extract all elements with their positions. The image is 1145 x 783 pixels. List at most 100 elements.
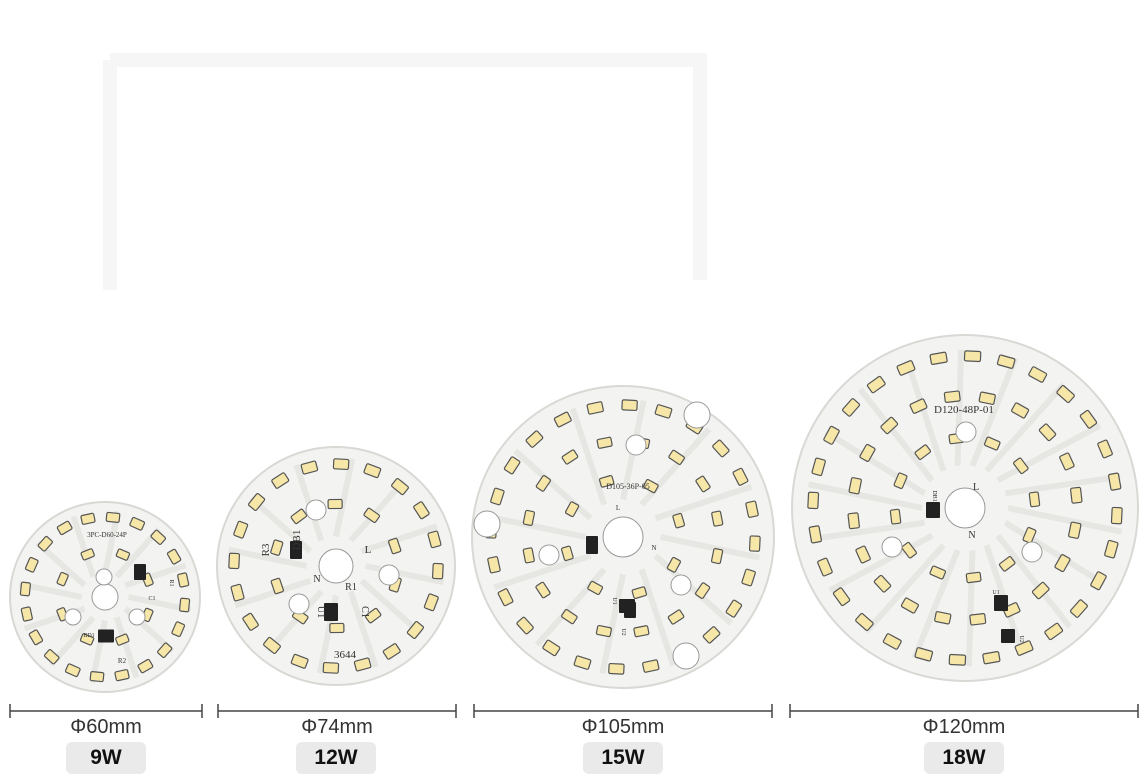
led-chip	[866, 375, 886, 394]
led-chip	[695, 475, 711, 493]
led-chip	[516, 616, 534, 635]
led-chip	[633, 625, 650, 638]
led-chip	[64, 663, 81, 678]
mounting-hole	[944, 487, 986, 529]
led-chip	[233, 520, 249, 539]
led-chip	[171, 621, 186, 638]
led-chip	[1013, 457, 1029, 475]
led-chip	[79, 633, 95, 646]
wattage-badge-18w: 18W	[924, 742, 1004, 774]
mounting-hole	[672, 642, 700, 670]
copper-trace	[113, 616, 140, 679]
wattage-badge-15w: 15W	[583, 742, 663, 774]
silkscreen-label: 3644	[334, 649, 357, 661]
led-chip	[242, 612, 259, 631]
background-shapes	[103, 53, 707, 290]
led-chip	[817, 557, 833, 577]
led-chip	[586, 401, 604, 415]
led-chip	[290, 508, 308, 525]
silkscreen-label: N	[968, 530, 975, 541]
silkscreen-label: C1	[148, 596, 155, 602]
led-chip	[423, 593, 439, 612]
mounting-hole	[95, 568, 113, 586]
led-chip	[965, 571, 982, 584]
led-chip	[270, 577, 285, 595]
dimension-line-105	[473, 704, 773, 718]
led-chip	[503, 456, 521, 475]
led-chip	[855, 545, 871, 564]
led-chip	[996, 354, 1016, 369]
mounting-hole	[305, 499, 327, 521]
led-chip	[1070, 486, 1083, 504]
diameter-label-105: Φ105mm	[581, 716, 665, 738]
led-chip	[535, 475, 552, 492]
copper-trace	[984, 382, 1066, 473]
mounting-hole	[288, 593, 310, 615]
led-chip	[497, 588, 514, 607]
led-chip	[115, 633, 130, 646]
led-chip	[978, 391, 996, 405]
dimension-line-60	[9, 704, 203, 718]
led-chip	[1028, 491, 1041, 508]
diameter-label-120: Φ120mm	[922, 716, 1006, 738]
led-chip	[1090, 571, 1107, 591]
copper-trace	[904, 359, 947, 472]
ic-chip	[290, 541, 302, 559]
led-chip	[43, 649, 60, 665]
ic-chip	[994, 595, 1008, 611]
led-chip	[948, 653, 967, 666]
copper-trace	[654, 483, 753, 522]
wattage-badge-9w: 9W	[66, 742, 146, 774]
led-chip	[522, 547, 535, 564]
led-chip	[228, 552, 241, 570]
copper-trace	[1007, 505, 1123, 535]
silkscreen-label: R3	[260, 543, 272, 556]
led-chip	[1028, 366, 1048, 383]
led-chip	[1022, 526, 1037, 544]
led-chip	[56, 571, 69, 587]
led-chip	[847, 512, 860, 530]
silkscreen-label: U1	[611, 597, 617, 604]
led-chip	[391, 477, 409, 496]
led-chip	[363, 507, 381, 524]
led-chip	[880, 416, 899, 435]
led-chip	[1002, 602, 1021, 618]
led-chip	[382, 643, 401, 660]
silkscreen-label: BD1	[83, 633, 94, 639]
led-chip	[564, 501, 580, 518]
led-chip	[963, 350, 982, 363]
mounting-hole	[670, 574, 692, 596]
dimension-line-120	[789, 704, 1139, 718]
silkscreen-label: DB1	[291, 530, 303, 551]
led-chip	[642, 659, 660, 673]
led-chip	[598, 474, 615, 488]
ic-chip	[624, 602, 636, 618]
copper-trace	[638, 568, 677, 667]
led-chip	[873, 574, 892, 593]
led-chip	[24, 556, 39, 573]
led-chip	[150, 529, 167, 545]
led-chip	[1069, 599, 1088, 618]
led-chip	[322, 661, 340, 674]
led-chip	[80, 548, 95, 561]
ic-chip	[324, 603, 338, 621]
led-chip	[332, 458, 350, 471]
led-chip	[998, 556, 1016, 572]
copper-trace	[599, 573, 626, 675]
led-chip	[900, 597, 919, 614]
led-chip	[807, 491, 820, 510]
silkscreen-label: L	[973, 482, 979, 493]
led-chip	[230, 583, 245, 602]
led-chip	[89, 671, 105, 683]
led-chip	[732, 467, 749, 486]
mounting-hole	[128, 608, 146, 626]
silkscreen-label: N	[651, 544, 656, 552]
silkscreen-label: R2	[118, 657, 127, 665]
led-chip	[137, 658, 154, 674]
copper-trace	[824, 429, 927, 496]
copper-trace	[1003, 520, 1106, 587]
led-chip	[808, 525, 822, 544]
copper-trace	[266, 589, 324, 653]
mounting-hole	[955, 421, 977, 443]
